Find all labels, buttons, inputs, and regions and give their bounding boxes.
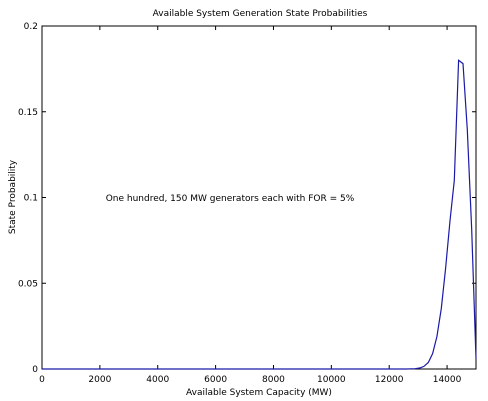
y-tick-label: 0.2 <box>24 22 38 32</box>
x-tick-label: 10000 <box>317 375 346 385</box>
x-tick-label: 2000 <box>88 375 111 385</box>
x-tick-label: 0 <box>39 375 45 385</box>
y-tick-label: 0 <box>32 365 38 375</box>
y-axis-label: State Probability <box>8 159 18 234</box>
plot-area <box>41 25 477 370</box>
x-tick-label: 12000 <box>375 375 404 385</box>
y-tick-label: 0.05 <box>18 279 38 289</box>
chart-annotation: One hundred, 150 MW generators each with… <box>106 194 355 204</box>
x-axis-label: Available System Capacity (MW) <box>186 388 332 398</box>
chart-title: Available System Generation State Probab… <box>153 9 368 19</box>
x-tick-label: 14000 <box>433 375 462 385</box>
x-tick-label: 4000 <box>146 375 169 385</box>
y-tick-label: 0.15 <box>18 108 38 118</box>
x-tick-label: 6000 <box>204 375 227 385</box>
series-line <box>42 59 477 370</box>
x-axis: 0 2000 4000 6000 8000 10000 12000 14000 <box>39 26 462 385</box>
x-tick-label: 8000 <box>262 375 285 385</box>
y-tick-label: 0.1 <box>24 194 38 204</box>
y-axis: 0 0.05 0.1 0.15 0.2 <box>18 22 476 375</box>
